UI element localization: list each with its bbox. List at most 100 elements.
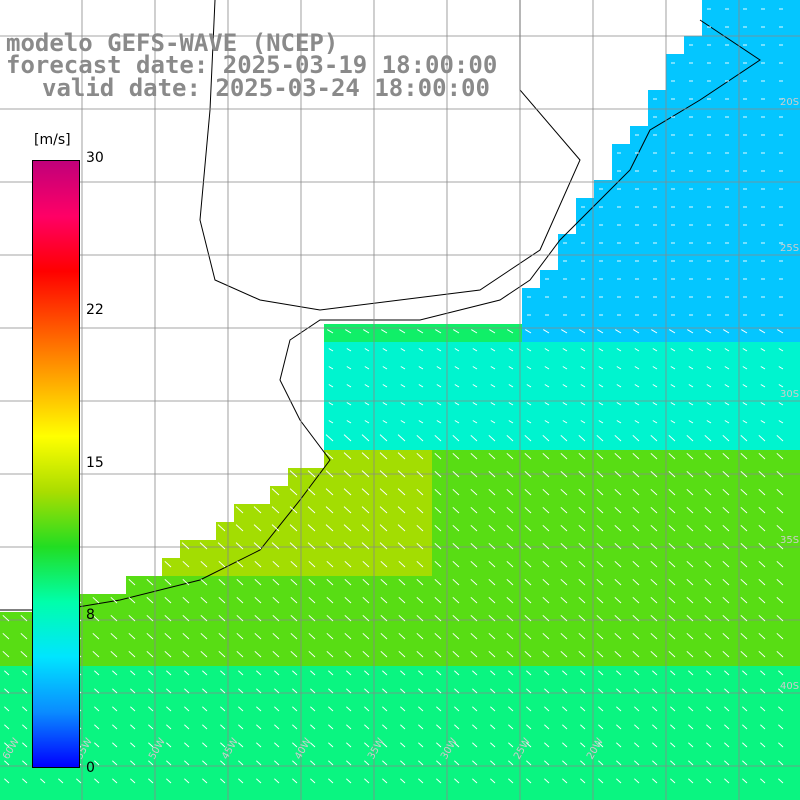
wind-arrow <box>362 632 370 640</box>
wind-arrow <box>148 670 154 676</box>
wind-arrow <box>596 596 604 604</box>
wind-arrow <box>722 650 730 658</box>
wind-arrow <box>634 420 640 424</box>
wind-arrow <box>454 688 460 694</box>
wind-arrow <box>416 578 424 586</box>
wind-arrow <box>328 402 334 406</box>
wind-arrow <box>200 632 208 640</box>
wind-arrow <box>94 778 100 784</box>
wind-arrow <box>580 706 586 712</box>
wind-arrow <box>633 329 640 334</box>
colorbar-tick-0: 0 <box>86 760 95 776</box>
wind-arrow <box>397 506 406 514</box>
wind-arrow <box>22 670 28 676</box>
wind-arrow <box>292 742 298 748</box>
wind-arrow <box>434 488 442 496</box>
wind-arrow <box>614 488 622 496</box>
wind-arrow <box>166 670 172 676</box>
wind-arrow <box>130 670 136 676</box>
wind-arrow <box>400 724 406 730</box>
wind-arrow <box>289 488 298 496</box>
wind-arrow <box>274 670 280 676</box>
wind-arrow <box>470 506 478 514</box>
wind-arrow <box>452 470 460 478</box>
wind-arrow <box>379 470 388 478</box>
wind-arrow <box>218 650 226 658</box>
wind-arrow <box>596 506 604 514</box>
wind-arrow <box>220 778 226 784</box>
wind-arrow <box>454 742 460 748</box>
wind-arrow <box>652 706 658 712</box>
wind-cell <box>414 792 432 800</box>
wind-arrow <box>722 452 730 460</box>
wind-arrow <box>434 614 442 622</box>
wind-arrow <box>328 420 334 424</box>
wind-arrow <box>650 632 658 640</box>
wind-cell <box>540 792 558 800</box>
wind-arrow <box>598 742 604 748</box>
wind-arrow <box>307 524 316 532</box>
wind-arrow <box>758 542 766 550</box>
wind-arrow <box>436 760 442 766</box>
valid-date: valid date: 2025-03-24 18:00:00 <box>42 74 490 102</box>
wind-arrow <box>597 329 604 334</box>
wind-arrow <box>112 778 118 784</box>
wind-arrow <box>200 614 208 622</box>
wind-cell <box>792 468 800 486</box>
wind-arrow <box>20 650 28 658</box>
wind-arrow <box>722 542 730 550</box>
wind-arrow <box>326 578 334 586</box>
wind-arrow <box>94 742 100 748</box>
wind-arrow <box>506 650 514 658</box>
wind-arrow <box>704 542 712 550</box>
wind-arrow <box>724 420 730 424</box>
wind-arrow <box>686 560 694 568</box>
wind-cell <box>792 234 800 252</box>
wind-arrow <box>418 760 424 766</box>
wind-arrow <box>722 506 730 514</box>
wind-arrow <box>182 578 190 586</box>
wind-arrow <box>361 434 370 442</box>
wind-arrow <box>670 742 676 748</box>
wind-arrow <box>346 348 352 352</box>
wind-arrow <box>544 742 550 748</box>
wind-arrow <box>272 560 280 568</box>
wind-arrow <box>542 632 550 640</box>
wind-arrow <box>92 596 100 604</box>
wind-arrow <box>382 420 388 424</box>
wind-arrow <box>759 329 766 334</box>
wind-arrow <box>722 470 730 478</box>
wind-arrow <box>670 724 676 730</box>
wind-arrow <box>434 434 442 442</box>
wind-cell <box>792 756 800 774</box>
wind-arrow <box>272 632 280 640</box>
wind-arrow <box>434 452 442 460</box>
wind-arrow <box>724 366 730 370</box>
wind-arrow <box>382 348 388 352</box>
wind-arrow <box>526 724 532 730</box>
wind-cell <box>180 792 198 800</box>
wind-arrow <box>328 742 334 748</box>
wind-arrow <box>398 650 406 658</box>
wind-arrow <box>632 524 640 532</box>
wind-arrow <box>508 402 514 406</box>
wind-arrow <box>400 688 406 694</box>
wind-arrow <box>470 560 478 568</box>
wind-arrow <box>22 760 28 766</box>
wind-arrow <box>418 706 424 712</box>
wind-arrow <box>238 724 244 730</box>
wind-arrow <box>416 650 424 658</box>
wind-arrow <box>652 688 658 694</box>
wind-arrow <box>490 366 496 370</box>
wind-arrow <box>308 560 316 568</box>
wind-arrow <box>616 384 622 388</box>
wind-arrow <box>200 650 208 658</box>
wind-arrow <box>562 420 568 424</box>
wind-cell <box>702 792 720 800</box>
wind-cell <box>792 72 800 90</box>
coastline-path <box>0 19 761 611</box>
wind-arrow <box>308 614 316 622</box>
wind-arrow <box>776 452 784 460</box>
lat-label: 40S <box>780 681 799 692</box>
wind-arrow <box>598 706 604 712</box>
